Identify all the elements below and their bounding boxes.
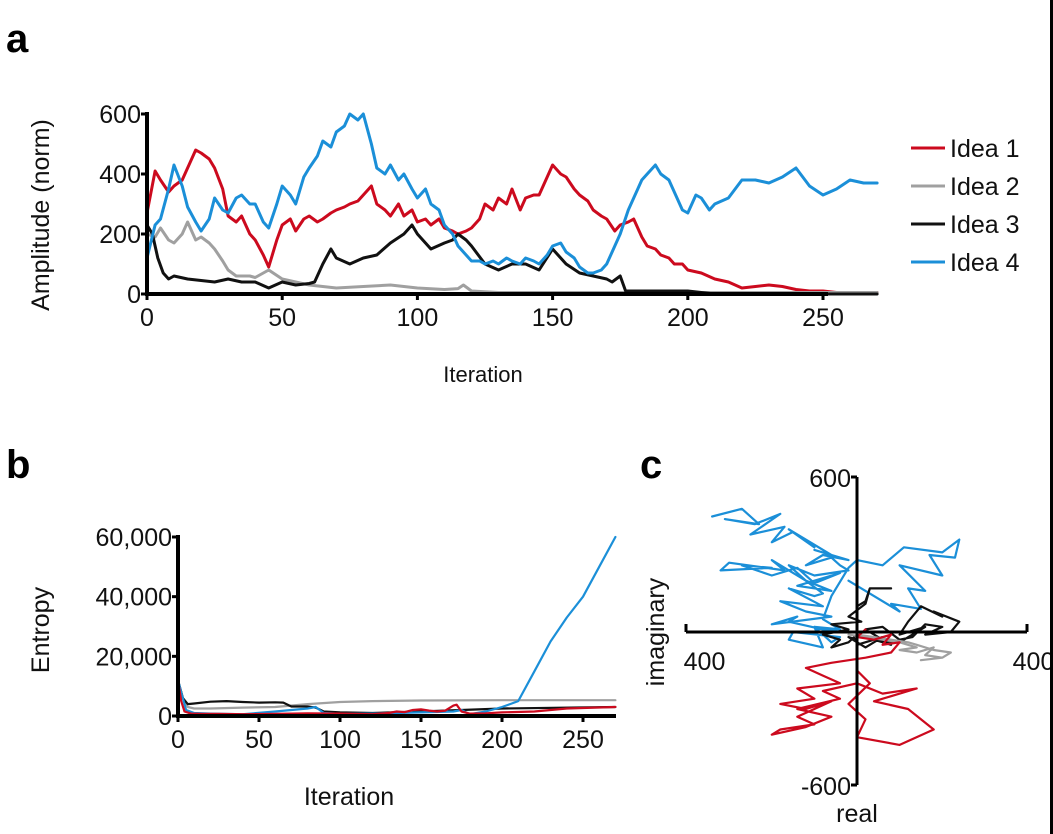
panel-a-series-idea-3 bbox=[145, 223, 879, 296]
panel-c-x-tick-label-left: 400 bbox=[684, 648, 726, 676]
panel-a-x-tick-label: 200 bbox=[667, 304, 709, 332]
panel-c-tick-marks bbox=[684, 475, 1029, 787]
panel-b-x-tick-label: 200 bbox=[481, 726, 523, 754]
panel-c-series-group bbox=[710, 507, 961, 747]
panel-label-b: b bbox=[6, 443, 30, 487]
panel-a-y-ticks: 0 200 400 600 bbox=[99, 101, 147, 309]
panel-b-x-tick-label: 0 bbox=[171, 726, 185, 754]
panel-a-x-tick-label: 250 bbox=[802, 304, 844, 332]
panel-c-complex-plane-chart: 400 400 600 -600 real imaginary bbox=[642, 465, 1053, 828]
panel-c-series-idea-1 bbox=[770, 628, 935, 747]
panel-a-series-group bbox=[145, 112, 879, 296]
panel-b-x-tick-label: 250 bbox=[562, 726, 604, 754]
legend-label-idea-1: Idea 1 bbox=[950, 135, 1020, 163]
panel-a-series-idea-1 bbox=[145, 148, 879, 294]
panel-b-x-axis-title: Iteration bbox=[304, 783, 394, 811]
panel-b-y-tick-label: 20,000 bbox=[96, 643, 172, 671]
panel-b-x-tick-label: 100 bbox=[319, 726, 361, 754]
legend-label-idea-3: Idea 3 bbox=[950, 211, 1020, 239]
panel-a-y-tick-label: 600 bbox=[99, 101, 141, 129]
panel-a-y-tick-label: 400 bbox=[99, 161, 141, 189]
panel-b-series-group bbox=[176, 535, 617, 716]
panel-a-amplitude-chart: 0 50 100 150 200 250 0 200 400 600 Iteration Amp… bbox=[27, 101, 1020, 387]
panel-c-tick-labels: 400 400 600 -600 bbox=[684, 465, 1053, 801]
legend-label-idea-2: Idea 2 bbox=[950, 173, 1020, 201]
panel-c-x-tick-label-right: 400 bbox=[1013, 648, 1053, 676]
panel-b-y-tick-label: 40,000 bbox=[96, 584, 172, 612]
panel-label-c: c bbox=[640, 443, 662, 487]
panel-b-x-tick-label: 50 bbox=[245, 726, 273, 754]
panel-a-y-tick-label: 0 bbox=[127, 281, 141, 309]
panel-c-y-tick-label-top: 600 bbox=[809, 465, 851, 493]
panel-b-entropy-chart: 0 50 100 150 200 250 0 20,000 40,000 60,000 Iter… bbox=[27, 524, 617, 811]
panel-a-legend: Idea 1 Idea 2 Idea 3 Idea 4 bbox=[911, 135, 1020, 277]
panel-a-y-axis-title: Amplitude (norm) bbox=[27, 119, 55, 311]
panel-label-a: a bbox=[6, 17, 29, 61]
panel-a-x-ticks: 0 50 100 150 200 250 bbox=[140, 294, 844, 332]
panel-b-y-tick-label: 60,000 bbox=[96, 524, 172, 552]
panel-c-y-axis-title: imaginary bbox=[642, 577, 670, 686]
panel-b-y-axis-title: Entropy bbox=[27, 586, 55, 673]
panel-b-axes bbox=[176, 535, 616, 718]
panel-b-y-tick-label: 0 bbox=[158, 703, 172, 731]
panel-a-y-tick-label: 200 bbox=[99, 221, 141, 249]
panel-a-series-idea-4 bbox=[145, 112, 879, 275]
panel-c-series-idea-3 bbox=[821, 587, 961, 649]
panel-a-x-axis-title: Iteration bbox=[443, 362, 523, 387]
legend-label-idea-4: Idea 4 bbox=[950, 249, 1020, 277]
panel-a-x-tick-label: 150 bbox=[532, 304, 574, 332]
figure-right-border bbox=[1050, 0, 1053, 834]
panel-a-x-tick-label: 0 bbox=[140, 304, 154, 332]
panel-a-x-tick-label: 50 bbox=[268, 304, 296, 332]
panel-b-series-idea-4 bbox=[176, 535, 617, 716]
panel-a-x-tick-label: 100 bbox=[397, 304, 439, 332]
panel-b-series-idea-1 bbox=[176, 679, 617, 716]
panel-b-y-ticks: 0 20,000 40,000 60,000 bbox=[96, 524, 178, 731]
panel-c-y-tick-label-bottom: -600 bbox=[801, 773, 851, 801]
panel-b-x-tick-label: 150 bbox=[400, 726, 442, 754]
panel-b-x-ticks: 0 50 100 150 200 250 bbox=[171, 716, 604, 754]
panel-b-series-idea-2 bbox=[176, 679, 617, 710]
panel-c-x-axis-title: real bbox=[836, 800, 878, 828]
panel-c-series-idea-4 bbox=[710, 507, 961, 649]
